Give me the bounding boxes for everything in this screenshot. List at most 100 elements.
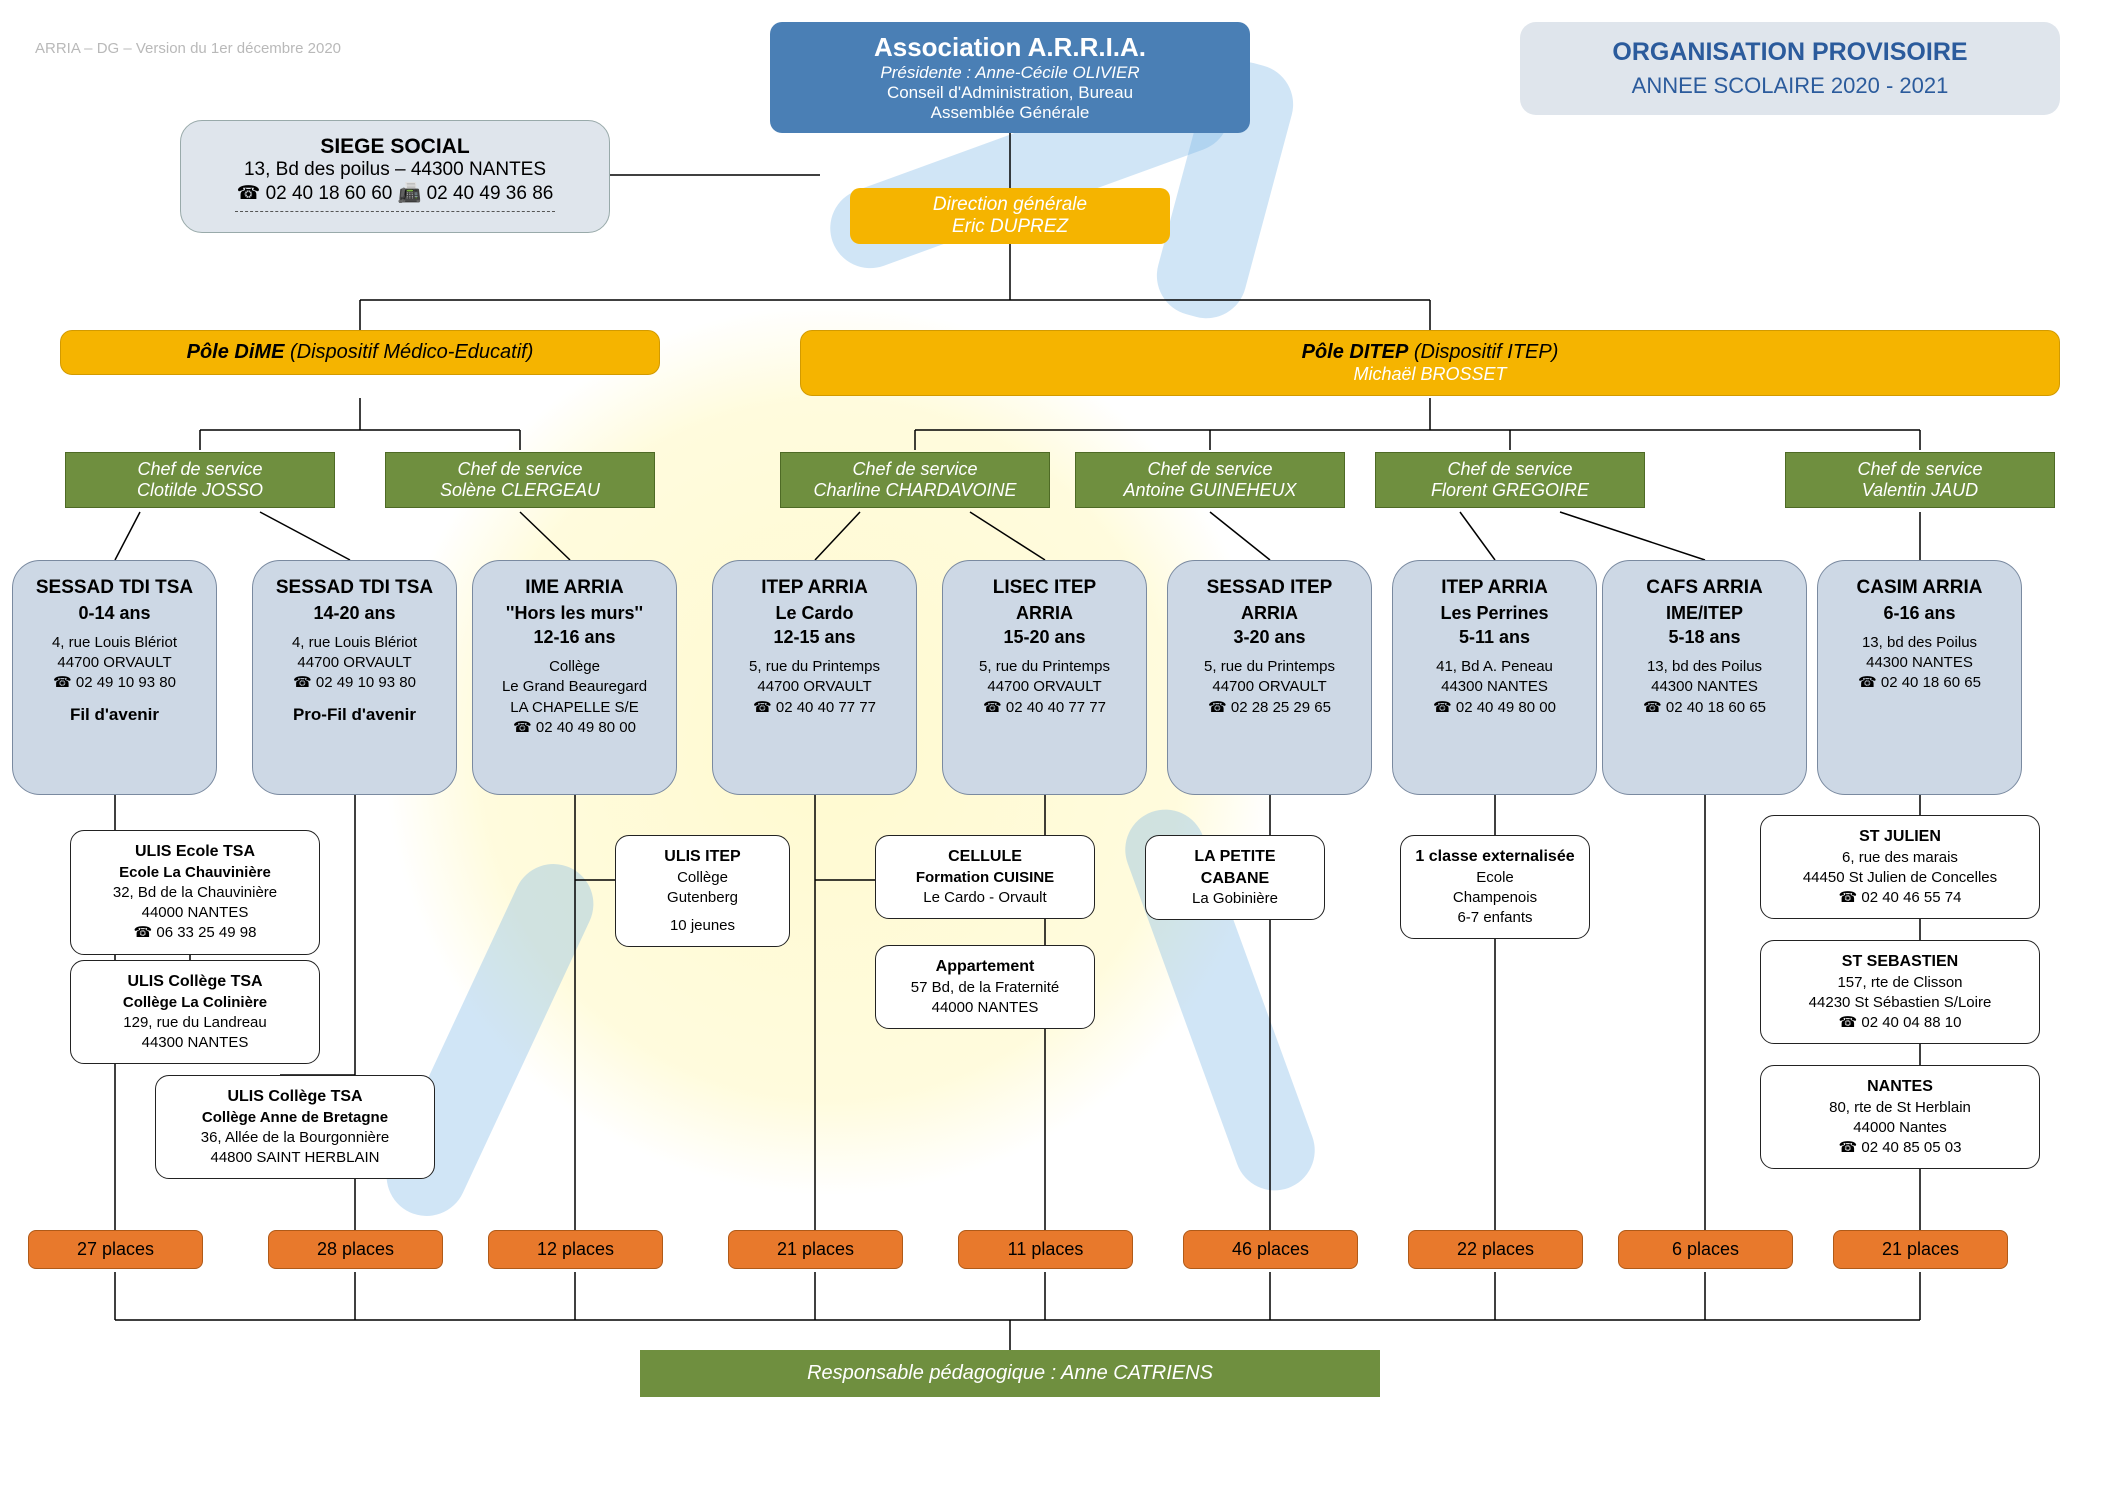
sub-l3: 10 jeunes [628, 916, 777, 936]
sub-l2: 44000 NANTES [888, 998, 1082, 1018]
svc-phone: ☎ 02 28 25 29 65 [1178, 698, 1361, 718]
sub-l1: Collège La Colinière [83, 993, 307, 1013]
sub-l1: La Gobinière [1158, 889, 1312, 909]
places-1: 28 places [268, 1230, 443, 1269]
svc-phone: ☎ 02 40 18 60 65 [1613, 698, 1796, 718]
svc-tag: Pro-Fil d'avenir [263, 704, 446, 727]
chef-name: Clotilde JOSSO [76, 480, 324, 501]
places-6: 22 places [1408, 1230, 1583, 1269]
pole-ditep-desc: (Dispositif ITEP) [1408, 341, 1558, 363]
svc-addr: 13, bd des Poilus44300 NANTES [1613, 657, 1796, 698]
direction-name: Eric DUPREZ [890, 216, 1130, 238]
pole-ditep-label: Pôle DITEP [1302, 341, 1409, 363]
version-label: ARRIA – DG – Version du 1er décembre 202… [35, 40, 415, 57]
sub-title: 1 classe externalisée [1413, 846, 1577, 868]
places-4: 11 places [958, 1230, 1133, 1269]
chef-label: Chef de service [76, 459, 324, 480]
sub-l2: 129, rue du Landreau [83, 1013, 307, 1033]
svc-addr: 4, rue Louis Blériot44700 ORVAULT [23, 633, 206, 674]
places-3: 21 places [728, 1230, 903, 1269]
sub-cellule: CELLULE Formation CUISINE Le Cardo - Orv… [875, 835, 1095, 919]
responsable-box: Responsable pédagogique : Anne CATRIENS [640, 1350, 1380, 1397]
president-line: Présidente : Anne-Cécile OLIVIER [800, 63, 1220, 83]
sub-classe-ext: 1 classe externalisée Ecole Champenois 6… [1400, 835, 1590, 939]
svc-phone: ☎ 02 40 49 80 00 [1403, 698, 1586, 718]
sub-l3: ☎ 02 40 04 88 10 [1773, 1013, 2027, 1033]
svc-phone: ☎ 02 40 18 60 65 [1828, 673, 2011, 693]
sub-st-julien: ST JULIEN 6, rue des marais 44450 St Jul… [1760, 815, 2040, 919]
svc-phone: ☎ 02 49 10 93 80 [263, 673, 446, 693]
sub-l4: ☎ 06 33 25 49 98 [83, 923, 307, 943]
chef-3: Chef de service Antoine GUINEHEUX [1075, 452, 1345, 508]
banner-line-1: ORGANISATION PROVISOIRE [1612, 38, 1967, 66]
assembly-line: Assemblée Générale [800, 103, 1220, 123]
svc-addr: 41, Bd A. Peneau44300 NANTES [1403, 657, 1586, 698]
svc-sub: 6-16 ans [1828, 601, 2011, 625]
pole-dime-label: Pôle DiME [187, 341, 285, 363]
sub-l1: Formation CUISINE [888, 868, 1082, 888]
places-8: 21 places [1833, 1230, 2008, 1269]
svc-1: SESSAD TDI TSA 14-20 ans 4, rue Louis Bl… [252, 560, 457, 795]
sub-l2: 44000 Nantes [1773, 1118, 2027, 1138]
svc-phone: ☎ 02 40 49 80 00 [483, 718, 666, 738]
svc-title: ITEP ARRIA [1403, 575, 1586, 601]
direction-box: Direction générale Eric DUPREZ [850, 188, 1170, 244]
association-title: Association A.R.R.I.A. [800, 32, 1220, 63]
sub-title: NANTES [1773, 1076, 2027, 1098]
direction-label: Direction générale [890, 194, 1130, 216]
svc-sub: ARRIA3-20 ans [1178, 601, 1361, 650]
svc-2: IME ARRIA ''Hors les murs''12-16 ans Col… [472, 560, 677, 795]
sub-title: CELLULE [888, 846, 1082, 868]
sub-title: ULIS ITEP [628, 846, 777, 868]
chef-label: Chef de service [1086, 459, 1334, 480]
svc-6: ITEP ARRIA Les Perrines5-11 ans 41, Bd A… [1392, 560, 1597, 795]
svc-0: SESSAD TDI TSA 0-14 ans 4, rue Louis Blé… [12, 560, 217, 795]
chef-name: Charline CHARDAVOINE [791, 480, 1039, 501]
sub-petite-cabane: LA PETITE CABANE La Gobinière [1145, 835, 1325, 920]
svc-addr: 5, rue du Printemps44700 ORVAULT [1178, 657, 1361, 698]
places-2: 12 places [488, 1230, 663, 1269]
pole-ditep: Pôle DITEP (Dispositif ITEP) Michaël BRO… [800, 330, 2060, 396]
sub-l1: 6, rue des marais [1773, 848, 2027, 868]
svc-sub: 14-20 ans [263, 601, 446, 625]
sub-title: ST SEBASTIEN [1773, 951, 2027, 973]
svc-phone: ☎ 02 49 10 93 80 [23, 673, 206, 693]
siege-title: SIEGE SOCIAL [205, 135, 585, 159]
svc-sub: IME/ITEP5-18 ans [1613, 601, 1796, 650]
svc-title: IME ARRIA [483, 575, 666, 601]
chef-label: Chef de service [791, 459, 1039, 480]
siege-box: SIEGE SOCIAL 13, Bd des poilus – 44300 N… [180, 120, 610, 233]
svc-phone: ☎ 02 40 40 77 77 [723, 698, 906, 718]
svc-sub: ARRIA15-20 ans [953, 601, 1136, 650]
sub-l2: 32, Bd de la Chauvinière [83, 883, 307, 903]
sub-l1: Ecole La Chauvinière [83, 863, 307, 883]
sub-l1: 80, rte de St Herblain [1773, 1098, 2027, 1118]
places-0: 27 places [28, 1230, 203, 1269]
pole-dime: Pôle DiME (Dispositif Médico-Educatif) [60, 330, 660, 375]
sub-l2: 44230 St Sébastien S/Loire [1773, 993, 2027, 1013]
svc-addr: 4, rue Louis Blériot44700 ORVAULT [263, 633, 446, 674]
sub-title: LA PETITE CABANE [1158, 846, 1312, 889]
svc-3: ITEP ARRIA Le Cardo12-15 ans 5, rue du P… [712, 560, 917, 795]
sub-st-sebastien: ST SEBASTIEN 157, rte de Clisson 44230 S… [1760, 940, 2040, 1044]
sub-appartement: Appartement 57 Bd, de la Fraternité 4400… [875, 945, 1095, 1029]
svc-7: CAFS ARRIA IME/ITEP5-18 ans 13, bd des P… [1602, 560, 1807, 795]
sub-l3: 44300 NANTES [83, 1033, 307, 1053]
chef-name: Valentin JAUD [1796, 480, 2044, 501]
sub-title: ULIS Collège TSA [83, 971, 307, 993]
sub-title: ULIS Ecole TSA [83, 841, 307, 863]
places-5: 46 places [1183, 1230, 1358, 1269]
sub-ulis-ecole: ULIS Ecole TSA Ecole La Chauvinière 32, … [70, 830, 320, 955]
svc-title: CASIM ARRIA [1828, 575, 2011, 601]
svc-tag: Fil d'avenir [23, 704, 206, 727]
sub-l2: Le Cardo - Orvault [888, 888, 1082, 908]
chef-2: Chef de service Charline CHARDAVOINE [780, 452, 1050, 508]
sub-title: ST JULIEN [1773, 826, 2027, 848]
sub-ulis-itep: ULIS ITEP Collège Gutenberg 10 jeunes [615, 835, 790, 947]
svc-title: SESSAD TDI TSA [263, 575, 446, 601]
sub-l3: ☎ 02 40 46 55 74 [1773, 888, 2027, 908]
chef-name: Antoine GUINEHEUX [1086, 480, 1334, 501]
svc-phone: ☎ 02 40 40 77 77 [953, 698, 1136, 718]
banner-box: ORGANISATION PROVISOIRE ANNEE SCOLAIRE 2… [1520, 22, 2060, 115]
svc-8: CASIM ARRIA 6-16 ans 13, bd des Poilus44… [1817, 560, 2022, 795]
